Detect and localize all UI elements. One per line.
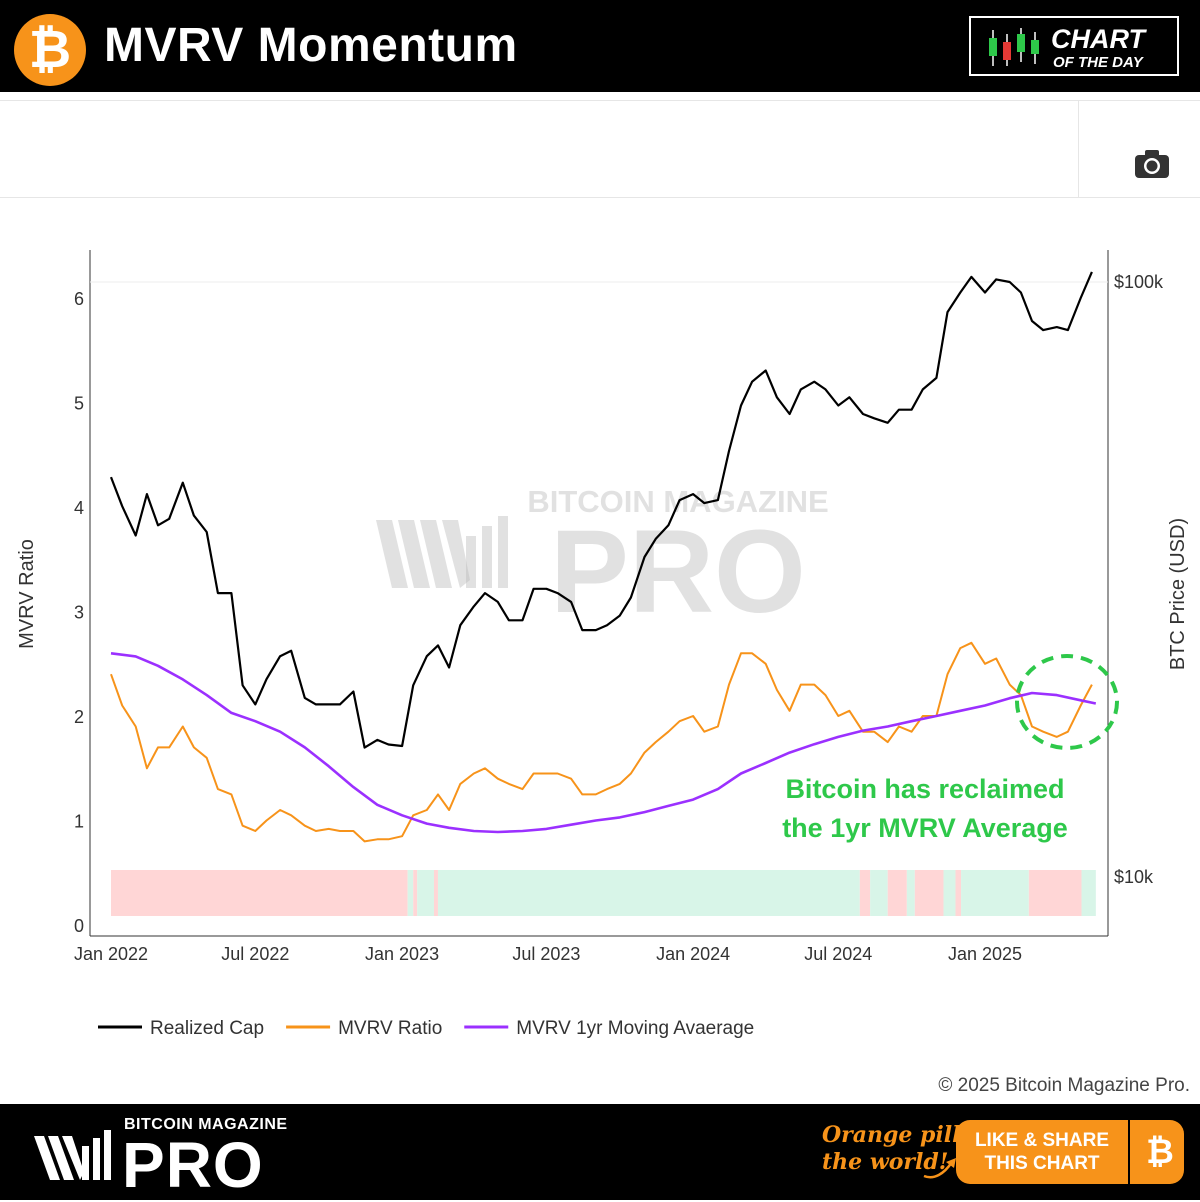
watermark-big-text: PRO: [550, 506, 806, 638]
regime-band: [111, 870, 1096, 916]
regime-segment-5: [437, 870, 860, 916]
footer-bar: BITCOIN MAGAZINE PRO Orange pill the wor…: [0, 1104, 1200, 1201]
y-left-tick-0: 0: [74, 916, 84, 936]
camera-icon[interactable]: [1134, 149, 1170, 179]
regime-segment-13: [961, 870, 1029, 916]
toolbar-divider: [1078, 101, 1079, 197]
footer-brand-big: PRO: [122, 1129, 264, 1201]
legend-label-0: Realized Cap: [150, 1018, 264, 1039]
x-tick-6: Jan 2025: [948, 944, 1022, 964]
page-title: MVRV Momentum: [104, 19, 518, 72]
bitcoin-logo-icon: ₿: [14, 14, 86, 86]
y-left-tick-3: 3: [74, 603, 84, 623]
badge-line-1: CHART: [1051, 24, 1145, 54]
series-line-0: [109, 271, 1093, 749]
y-left-tick-6: 6: [74, 289, 84, 309]
regime-segment-10: [914, 870, 944, 916]
chart-legend: Realized Cap MVRV Ratio MVRV 1yr Moving Av…: [98, 1018, 754, 1039]
x-tick-3: Jul 2023: [512, 944, 580, 964]
y-left-tick-1: 1: [74, 812, 84, 832]
series-line-2: [110, 652, 1097, 834]
regime-segment-4: [433, 870, 438, 916]
share-button-label: LIKE & SHARE THIS CHART: [956, 1129, 1128, 1175]
x-tick-4: Jan 2024: [656, 944, 730, 964]
slogan-line-2: the world!: [822, 1149, 949, 1175]
regime-segment-7: [870, 870, 888, 916]
regime-segment-8: [887, 870, 907, 916]
candlestick-icon: [989, 28, 1039, 66]
footer-brand-small: BITCOIN MAGAZINE: [124, 1116, 288, 1133]
share-divider: [1128, 1120, 1130, 1184]
regime-segment-3: [417, 870, 434, 916]
pro-stripes-icon: [34, 1130, 111, 1180]
chart-axes: 0 1 2 3 4 5 6 $10k $100k Jan 2022 Jul 2022 Jan 2023…: [16, 250, 1189, 964]
regime-segment-0: [111, 870, 408, 916]
regime-segment-6: [859, 870, 871, 916]
x-tick-0: Jan 2022: [74, 944, 148, 964]
series-line-1: [110, 641, 1093, 843]
y-left-tick-4: 4: [74, 498, 84, 518]
regime-segment-14: [1028, 870, 1082, 916]
annotation-line-2: the 1yr MVRV Average: [782, 813, 1068, 843]
highlight-circle: [1015, 654, 1119, 750]
watermark-stripes-icon: [376, 516, 508, 588]
share-line-1: LIKE & SHARE: [974, 1130, 1110, 1151]
regime-segment-15: [1081, 870, 1096, 916]
slogan-line-1: Orange pill: [822, 1122, 961, 1148]
arrow-icon: [923, 1158, 956, 1179]
regime-segment-9: [906, 870, 915, 916]
like-share-button[interactable]: LIKE & SHARE THIS CHART ₿: [956, 1120, 1184, 1184]
regime-segment-11: [943, 870, 956, 916]
y-right-axis-label: BTC Price (USD): [1167, 518, 1189, 670]
chart-toolbar: [0, 100, 1200, 198]
bitcoin-icon: ₿: [1146, 1132, 1174, 1172]
y-right-tick-1: $100k: [1114, 272, 1164, 292]
annotation-line-1: Bitcoin has reclaimed: [785, 774, 1064, 804]
y-left-tick-5: 5: [74, 394, 84, 414]
y-left-axis-label: MVRV Ratio: [16, 539, 38, 649]
y-left-tick-2: 2: [74, 707, 84, 727]
legend-label-2: MVRV 1yr Moving Avaerage: [516, 1018, 754, 1039]
header-bar: ₿ MVRV Momentum CHART OF THE DAY: [0, 0, 1200, 92]
legend-label-1: MVRV Ratio: [338, 1018, 442, 1039]
chart-of-the-day-badge: CHART OF THE DAY: [969, 16, 1179, 76]
y-right-tick-0: $10k: [1114, 867, 1154, 887]
copyright-text: © 2025 Bitcoin Magazine Pro.: [938, 1075, 1190, 1096]
share-line-2: THIS CHART: [984, 1153, 1100, 1174]
annotation-group: Bitcoin has reclaimed the 1yr MVRV Avera…: [782, 654, 1119, 843]
chart-series: [109, 271, 1097, 843]
x-tick-2: Jan 2023: [365, 944, 439, 964]
regime-segment-12: [955, 870, 962, 916]
watermark: BITCOIN MAGAZINE PRO: [376, 484, 829, 638]
mvrv-chart: BITCOIN MAGAZINE PRO 0 1 2 3 4 5 6 $10k $100k Jan…: [16, 250, 1190, 1096]
regime-segment-2: [413, 870, 418, 916]
regime-segment-1: [407, 870, 414, 916]
badge-line-2: OF THE DAY: [1053, 54, 1143, 71]
x-tick-1: Jul 2022: [221, 944, 289, 964]
x-tick-5: Jul 2024: [804, 944, 872, 964]
slogan: Orange pill the world!: [822, 1122, 961, 1176]
